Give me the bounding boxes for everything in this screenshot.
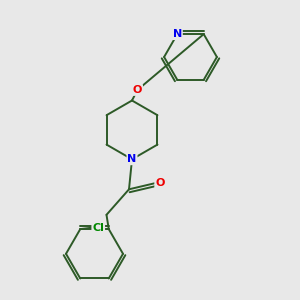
Text: Cl: Cl xyxy=(92,223,104,232)
Text: N: N xyxy=(173,29,182,39)
Text: N: N xyxy=(128,154,136,164)
Text: O: O xyxy=(155,178,165,188)
Text: O: O xyxy=(133,85,142,95)
